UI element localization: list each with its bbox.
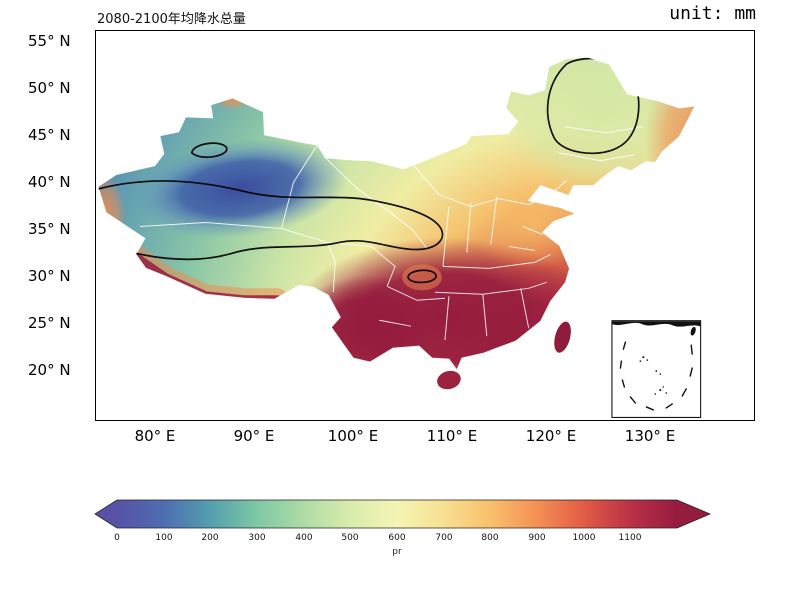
- colorbar: [94, 499, 712, 529]
- colorbar-tick: 900: [528, 533, 546, 543]
- y-axis-tick: 50° N: [28, 79, 71, 97]
- x-axis-tick: 90° E: [233, 427, 275, 445]
- inset-taiwan: [690, 326, 696, 336]
- x-axis-tick: 100° E: [327, 427, 379, 445]
- y-axis-tick: 30° N: [28, 267, 71, 285]
- unit-label: unit: mm: [669, 3, 756, 24]
- y-axis-tick: 20° N: [28, 361, 71, 379]
- colorbar-tick: 700: [435, 533, 453, 543]
- colorbar-tick: 0: [114, 533, 120, 543]
- province-borders: [139, 126, 643, 341]
- colorbar-tick: 800: [481, 533, 499, 543]
- china-precipitation-map: [97, 56, 702, 418]
- colorbar-tick: 1000: [572, 533, 596, 543]
- colorbar-tick: 600: [388, 533, 406, 543]
- taiwan-island: [554, 321, 571, 353]
- colorbar-tick: 1100: [618, 533, 642, 543]
- colorbar-tick: 500: [341, 533, 359, 543]
- south-china-sea-inset: [611, 320, 702, 418]
- y-axis-tick: 25° N: [28, 314, 71, 332]
- chart-title: 2080-2100年均降水总量: [97, 12, 246, 27]
- china-outline: [97, 56, 697, 372]
- contour-lines: [97, 57, 640, 284]
- x-axis-tick: 110° E: [426, 427, 478, 445]
- inset-islands: [639, 356, 668, 395]
- y-axis-tick: 35° N: [28, 220, 71, 238]
- y-axis-tick: 40° N: [28, 173, 71, 191]
- y-axis-tick: 45° N: [28, 126, 71, 144]
- x-axis-tick: 80° E: [134, 427, 176, 445]
- colorbar-variable-label: pr: [392, 547, 402, 557]
- colorbar-tick: 300: [248, 533, 266, 543]
- x-axis-tick: 120° E: [525, 427, 577, 445]
- plot-frame: [95, 30, 755, 421]
- colorbar-tick: 400: [295, 533, 313, 543]
- colorbar-gradient-bar: [94, 499, 712, 529]
- colorbar-tick: 100: [155, 533, 173, 543]
- y-axis-tick: 55° N: [28, 32, 71, 50]
- x-axis-tick: 130° E: [624, 427, 676, 445]
- inset-dash-line: [619, 341, 693, 411]
- colorbar-tick: 200: [201, 533, 219, 543]
- hainan-island: [437, 370, 461, 390]
- inset-coastline: [612, 321, 701, 327]
